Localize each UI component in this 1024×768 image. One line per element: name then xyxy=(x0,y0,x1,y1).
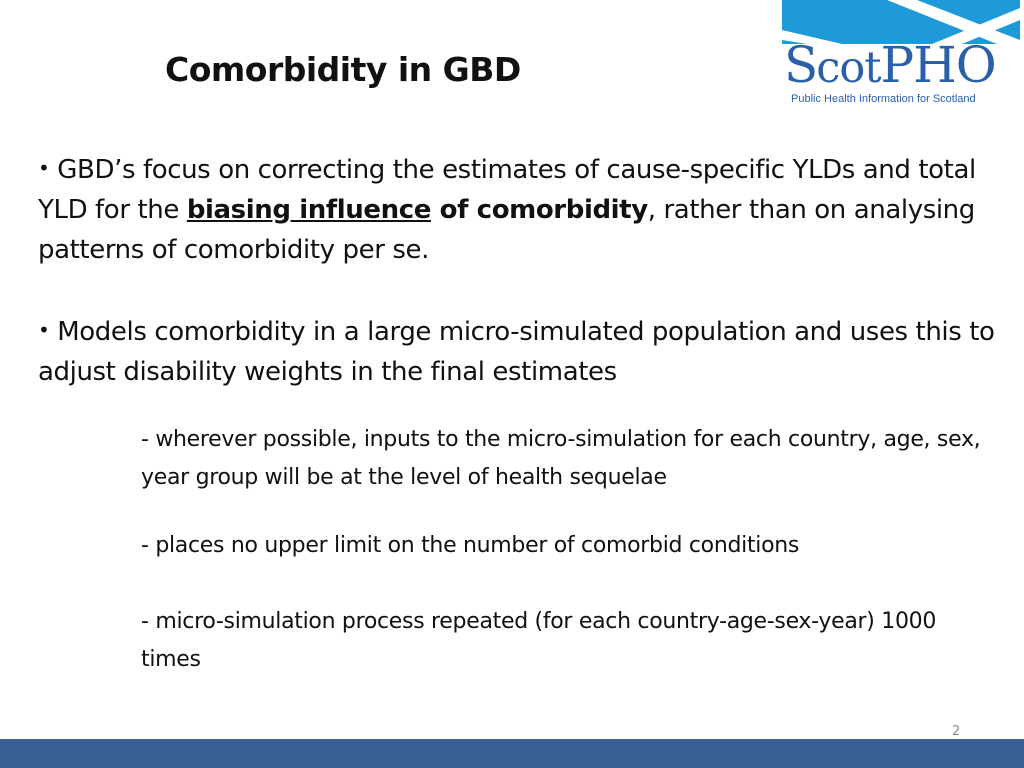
scotpho-logo: ScotPHO Public Health Information for Sc… xyxy=(782,0,1020,110)
logo-tagline: Public Health Information for Scotland xyxy=(791,93,976,105)
logo-word-end: PHO xyxy=(880,36,997,94)
bullet-1-bold-phrase: of comorbidity xyxy=(431,195,649,225)
bullet-1-text-end: , rather than on analysing patterns of c… xyxy=(38,195,975,265)
sub-point-1: - wherever possible, inputs to the micro… xyxy=(141,427,981,490)
logo-word-initial: S xyxy=(784,36,818,94)
bullet-1-text-start: GBD’s focus on correcting the estimates … xyxy=(38,155,976,225)
bullet-marker: • xyxy=(38,156,50,180)
saltire-icon xyxy=(782,0,1020,44)
bullet-1-underlined-phrase: biasing influence xyxy=(186,195,432,225)
slide-title: Comorbidity in GBD xyxy=(165,50,521,89)
sub-point-3: - micro-simulation process repeated (for… xyxy=(141,609,937,672)
sub-point-2: - places no upper limit on the number of… xyxy=(141,533,800,558)
logo-wordmark: ScotPHO xyxy=(784,40,997,93)
bullet-marker: • xyxy=(38,318,50,342)
bullet-point-1: • GBD’s focus on correcting the estimate… xyxy=(38,148,998,270)
bullet-2-text: Models comorbidity in a large micro-simu… xyxy=(38,317,995,387)
logo-word-middle: cot xyxy=(816,43,881,93)
saltire-flag-graphic xyxy=(782,0,1020,44)
page-number: 2 xyxy=(952,724,961,739)
bullet-point-2: • Models comorbidity in a large micro-si… xyxy=(38,310,998,392)
footer-bar xyxy=(0,739,1024,768)
